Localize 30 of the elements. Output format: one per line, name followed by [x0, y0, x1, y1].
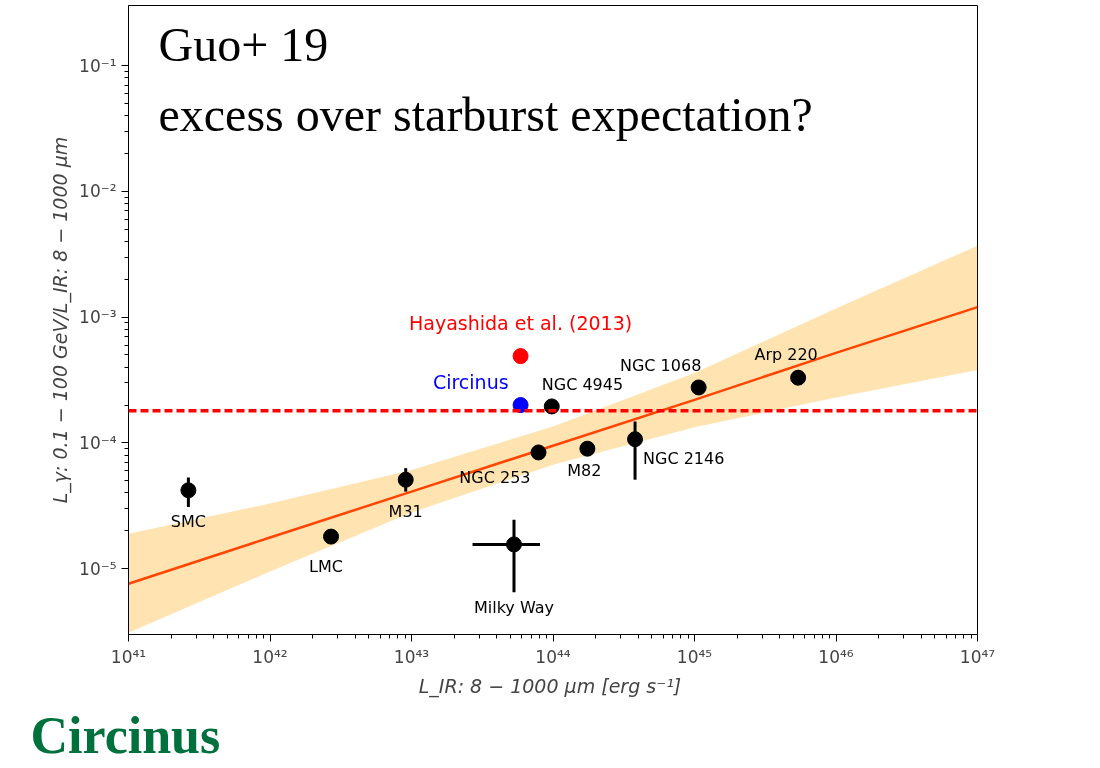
- x-tick-label: 10⁴⁷: [959, 646, 996, 667]
- text: Circinus: [30, 706, 221, 764]
- line-series: [128, 305, 978, 585]
- x-axis-title: L_IR: 8 − 1000 μm [erg s⁻¹]: [418, 674, 682, 698]
- y-axis-title: L_γ: 0.1 − 100 GeV/L_IR: 8 − 1000 μm: [49, 136, 73, 504]
- x-tick-label: 10⁴³: [393, 646, 430, 667]
- annotation: excess over starburst expectation?: [158, 88, 813, 141]
- x-tick-label: 10⁴²: [252, 646, 288, 667]
- series-label: Circinus: [432, 371, 509, 394]
- x-tick-label: 10⁴¹: [110, 646, 147, 667]
- annotation: M82: [567, 460, 602, 480]
- y-tick-label: 10⁻⁴: [79, 432, 117, 453]
- x-tick-label: 10⁴⁴: [535, 646, 571, 667]
- annotation: LMC: [309, 556, 343, 576]
- annotation: NGC 1068: [619, 356, 702, 376]
- y-tick-label: 10⁻³: [79, 307, 117, 328]
- x-tick-label: 10⁴⁶: [818, 646, 854, 667]
- series-label: Hayashida et al. (2013): [409, 312, 633, 335]
- annotation: Milky Way: [473, 598, 554, 618]
- annotation: M31: [388, 501, 423, 521]
- y-tick-label: 10⁻²: [79, 181, 117, 202]
- y-tick-label: 10⁻⁵: [79, 558, 117, 579]
- annotation: Guo+ 19: [158, 18, 329, 71]
- annotation: NGC 4945: [541, 375, 624, 395]
- annotation: NGC 253: [459, 468, 531, 488]
- annotation: SMC: [170, 512, 206, 532]
- annotation: Arp 220: [754, 344, 818, 364]
- y-tick-label: 10⁻¹: [79, 55, 117, 76]
- annotation: NGC 2146: [643, 449, 725, 469]
- x-tick-label: 10⁴⁵: [676, 646, 713, 667]
